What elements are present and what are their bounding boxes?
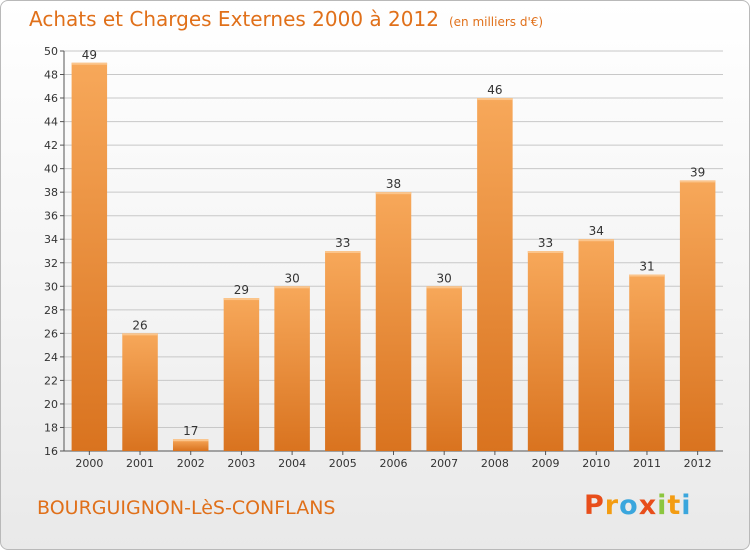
bar: [172, 439, 209, 451]
bar-highlight: [325, 251, 361, 253]
y-tick-label: 24: [44, 351, 58, 364]
bar-highlight: [679, 180, 716, 183]
bar-highlight: [172, 439, 209, 442]
y-tick-label: 44: [44, 116, 58, 129]
y-tick-label: 34: [44, 233, 58, 246]
y-tick-label: 32: [44, 257, 58, 270]
x-tick-label: 2002: [177, 457, 205, 470]
bar: [325, 251, 361, 451]
x-tick-label: 2005: [329, 457, 357, 470]
bar-highlight: [426, 286, 462, 289]
labels: 16 18 20 22 24 26 28 30 32 34 36 38 40 42 44 46 48 50 49 20…: [44, 45, 712, 470]
x-tick-label: 2000: [75, 457, 103, 470]
data-label: 38: [386, 177, 401, 191]
logo-letter: t: [667, 490, 682, 521]
logo-letter: i: [681, 490, 692, 521]
bars: [71, 62, 716, 452]
y-tick-label: 42: [44, 139, 58, 152]
bar: [527, 251, 564, 451]
y-tick-label: 16: [44, 445, 58, 458]
data-label: 30: [437, 271, 452, 285]
y-tick-label: 30: [44, 280, 58, 293]
bar: [122, 333, 158, 451]
logo-letter: P: [584, 490, 605, 521]
y-tick-label: 48: [44, 69, 58, 82]
bar: [375, 192, 412, 452]
y-tick-label: 18: [44, 421, 58, 434]
bar-highlight: [122, 333, 158, 336]
data-label: 30: [284, 271, 299, 285]
logo-letter: r: [604, 490, 620, 521]
y-tick-label: 20: [44, 398, 58, 411]
x-tick-label: 2012: [684, 457, 712, 470]
x-tick-label: 2011: [633, 457, 661, 470]
bar-highlight: [223, 298, 260, 301]
data-label: 33: [335, 236, 350, 250]
y-tick-label: 46: [44, 92, 58, 105]
bar: [578, 239, 615, 451]
bar-highlight: [578, 239, 615, 242]
data-label: 29: [234, 283, 249, 297]
y-tick-label: 40: [44, 163, 58, 176]
chart-title: Achats et Charges Externes 2000 à 2012 (e…: [29, 7, 543, 31]
data-label: 31: [639, 260, 654, 274]
bar: [629, 274, 665, 451]
data-label: 39: [690, 165, 705, 179]
data-label: 34: [589, 224, 604, 238]
x-tick-label: 2003: [227, 457, 255, 470]
bar-highlight: [274, 286, 310, 289]
x-tick-label: 2001: [126, 457, 154, 470]
bar-highlight: [527, 251, 564, 253]
data-label: 33: [538, 236, 553, 250]
bar: [477, 98, 513, 451]
proxiti-logo[interactable]: Proxiti: [584, 490, 692, 521]
x-tick-label: 2010: [582, 457, 610, 470]
x-tick-label: 2006: [380, 457, 408, 470]
y-tick-label: 26: [44, 327, 58, 340]
y-tick-label: 38: [44, 186, 58, 199]
bar: [274, 286, 310, 451]
x-tick-label: 2008: [481, 457, 509, 470]
bar: [71, 62, 108, 451]
x-tick-label: 2009: [532, 457, 560, 470]
x-tick-label: 2007: [430, 457, 458, 470]
chart-title-unit: (en milliers d'€): [448, 15, 544, 29]
data-label: 17: [183, 424, 198, 438]
data-label: 46: [487, 83, 502, 97]
y-tick-label: 28: [44, 304, 58, 317]
bar: [679, 180, 716, 452]
x-tick-label: 2004: [278, 457, 306, 470]
logo-letter: i: [657, 490, 668, 521]
bar: [223, 298, 260, 451]
chart-title-text: Achats et Charges Externes 2000 à 2012: [29, 7, 439, 31]
bar-highlight: [477, 98, 513, 101]
bar-highlight: [629, 274, 665, 277]
y-tick-label: 50: [44, 45, 58, 58]
location-name: BOURGUIGNON-LèS-CONFLANS: [37, 497, 336, 519]
y-tick-label: 22: [44, 374, 58, 387]
logo-letter: o: [619, 490, 639, 521]
data-label: 49: [82, 48, 97, 62]
y-tick-label: 36: [44, 210, 58, 223]
bar-highlight: [375, 192, 412, 195]
bar: [426, 286, 462, 451]
logo-letter: x: [638, 490, 658, 521]
data-label: 26: [132, 318, 147, 332]
bar-highlight: [71, 62, 108, 65]
